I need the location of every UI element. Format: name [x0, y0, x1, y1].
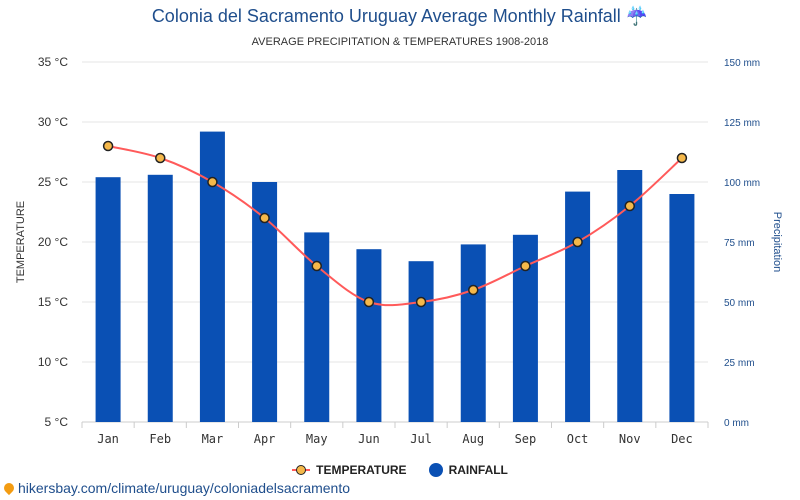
temperature-point — [676, 152, 688, 164]
rainfall-bar — [95, 177, 121, 422]
rainfall-bar — [669, 194, 695, 422]
x-tick-label: Mar — [202, 432, 224, 446]
temperature-point — [572, 236, 583, 248]
rainfall-legend-icon — [428, 463, 443, 477]
temperature-point — [259, 212, 270, 224]
x-tick-label: Nov — [619, 432, 641, 446]
y-left-tick-label: 25 °C — [38, 175, 68, 189]
rainfall-bar — [199, 131, 225, 422]
temperature-point — [102, 140, 114, 152]
y-left-axis-title: TEMPERATURE — [15, 201, 27, 283]
chart-legend: TEMPERATURE RAINFALL — [0, 463, 800, 477]
chart-title: Colonia del Sacramento Uruguay Average M… — [0, 6, 800, 27]
rainfall-bar — [408, 261, 434, 422]
y-right-tick-label: 25 mm — [724, 358, 755, 369]
rainfall-bar — [356, 249, 382, 422]
temperature-point — [468, 284, 479, 296]
y-right-tick-label: 100 mm — [724, 178, 760, 189]
rainfall-bar — [147, 174, 173, 422]
temperature-legend-icon — [292, 464, 311, 476]
x-tick-label: Jun — [358, 432, 380, 446]
temperature-line — [107, 145, 683, 307]
temperature-point — [207, 176, 218, 188]
x-tick-label: Jul — [410, 432, 432, 446]
rainfall-bar — [460, 244, 486, 422]
rainfall-bar — [565, 191, 591, 422]
y-right-tick-label: 150 mm — [724, 58, 760, 69]
y-right-tick-label: 50 mm — [724, 298, 755, 309]
legend-temperature-label: TEMPERATURE — [316, 463, 407, 477]
y-left-tick-label: 20 °C — [38, 235, 68, 249]
temperature-point — [624, 200, 635, 212]
legend-item-temperature[interactable]: TEMPERATURE — [292, 463, 407, 477]
x-tick-label: Dec — [671, 432, 693, 446]
x-tick-label: May — [306, 432, 328, 446]
chart-title-text: Colonia del Sacramento Uruguay Average M… — [151, 6, 621, 26]
y-left-tick-label: 30 °C — [38, 115, 68, 129]
temperature-point — [311, 260, 322, 272]
legend-rainfall-label: RAINFALL — [448, 463, 508, 477]
umbrella-rain-icon: ☔ — [625, 6, 649, 26]
y-left-tick-label: 35 °C — [38, 55, 68, 69]
chart-subtitle: AVERAGE PRECIPITATION & TEMPERATURES 190… — [251, 36, 549, 48]
x-tick-label: Feb — [149, 432, 171, 446]
temperature-point — [520, 260, 531, 272]
x-tick-label: Oct — [567, 432, 589, 446]
y-right-axis-title: Precipitation — [771, 212, 783, 273]
y-right-tick-label: 0 mm — [724, 418, 749, 429]
temperature-point — [363, 296, 375, 308]
location-pin-icon — [1, 480, 17, 496]
x-tick-label: Sep — [515, 432, 537, 446]
x-tick-label: Jan — [97, 432, 119, 446]
temperature-point — [415, 296, 427, 308]
y-left-tick-label: 5 °C — [45, 415, 69, 429]
x-tick-label: Aug — [462, 432, 484, 446]
y-right-tick-label: 125 mm — [724, 118, 760, 129]
legend-item-rainfall[interactable]: RAINFALL — [428, 463, 508, 477]
source-link-text: hikersbay.com/climate/uruguay/coloniadel… — [18, 480, 351, 496]
source-link[interactable]: hikersbay.com/climate/uruguay/coloniadel… — [1, 480, 351, 496]
y-left-tick-label: 10 °C — [38, 355, 68, 369]
x-tick-label: Apr — [254, 432, 276, 446]
y-right-tick-label: 75 mm — [724, 238, 755, 249]
y-left-tick-label: 15 °C — [38, 295, 68, 309]
temperature-point — [155, 152, 166, 164]
